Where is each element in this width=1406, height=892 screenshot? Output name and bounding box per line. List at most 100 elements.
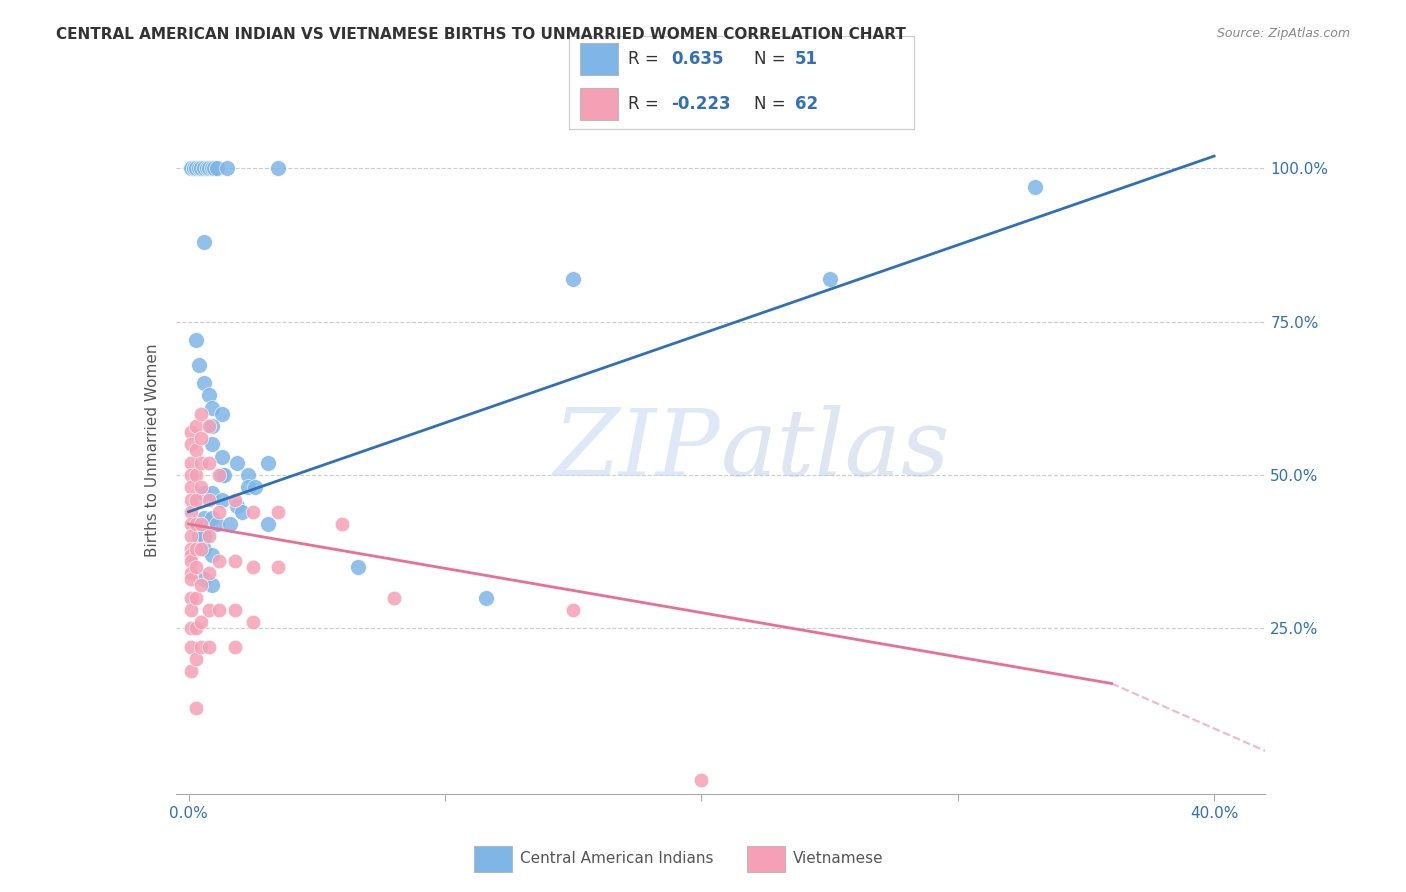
Point bbox=[201, 548, 224, 562]
Point bbox=[205, 161, 228, 176]
Point bbox=[690, 772, 713, 787]
Point bbox=[186, 591, 208, 605]
Point bbox=[190, 161, 212, 176]
Point bbox=[187, 161, 209, 176]
Point bbox=[190, 541, 212, 556]
Point bbox=[224, 640, 246, 654]
Point bbox=[180, 517, 202, 532]
Point bbox=[180, 541, 202, 556]
Point bbox=[193, 541, 215, 556]
Point bbox=[382, 591, 405, 605]
Text: Central American Indians: Central American Indians bbox=[520, 851, 713, 866]
Text: R =: R = bbox=[628, 50, 664, 68]
Bar bbox=[474, 846, 512, 872]
Point bbox=[180, 566, 202, 581]
Point bbox=[201, 419, 224, 434]
Point bbox=[201, 578, 224, 592]
Point bbox=[208, 467, 231, 482]
Point bbox=[180, 492, 202, 507]
Point bbox=[180, 505, 202, 519]
Point bbox=[562, 603, 585, 617]
Text: R =: R = bbox=[628, 95, 664, 113]
Point bbox=[201, 161, 224, 176]
Point bbox=[198, 388, 221, 402]
Point bbox=[198, 640, 221, 654]
Point bbox=[198, 529, 221, 543]
Point bbox=[226, 456, 249, 470]
Point bbox=[180, 548, 202, 562]
Point bbox=[1024, 179, 1046, 194]
Point bbox=[198, 161, 221, 176]
Point bbox=[208, 603, 231, 617]
Point bbox=[180, 161, 202, 176]
Point bbox=[242, 615, 264, 630]
Point bbox=[193, 529, 215, 543]
Point bbox=[231, 505, 253, 519]
Text: 51: 51 bbox=[794, 50, 818, 68]
Point bbox=[180, 572, 202, 586]
Point bbox=[180, 425, 202, 439]
Point bbox=[201, 486, 224, 500]
Point bbox=[211, 450, 233, 464]
Point bbox=[190, 578, 212, 592]
Point bbox=[208, 554, 231, 568]
Point bbox=[186, 701, 208, 715]
Point bbox=[198, 492, 221, 507]
Point bbox=[180, 640, 202, 654]
Point bbox=[218, 517, 240, 532]
Point bbox=[190, 407, 212, 421]
Point bbox=[180, 664, 202, 679]
Point bbox=[211, 492, 233, 507]
Point bbox=[180, 467, 202, 482]
Text: CENTRAL AMERICAN INDIAN VS VIETNAMESE BIRTHS TO UNMARRIED WOMEN CORRELATION CHAR: CENTRAL AMERICAN INDIAN VS VIETNAMESE BI… bbox=[56, 27, 905, 42]
Point bbox=[190, 480, 212, 494]
Point bbox=[180, 529, 202, 543]
Point bbox=[201, 401, 224, 415]
Point bbox=[186, 541, 208, 556]
Point bbox=[193, 161, 215, 176]
Point bbox=[190, 517, 212, 532]
Point bbox=[332, 517, 354, 532]
Point bbox=[187, 529, 209, 543]
Point bbox=[205, 517, 228, 532]
Text: ZIP: ZIP bbox=[554, 406, 721, 495]
Point bbox=[211, 467, 233, 482]
Bar bbox=[579, 43, 617, 75]
Point bbox=[180, 591, 202, 605]
Text: N =: N = bbox=[754, 50, 790, 68]
Point bbox=[186, 621, 208, 635]
Point bbox=[267, 560, 290, 574]
Text: Source: ZipAtlas.com: Source: ZipAtlas.com bbox=[1216, 27, 1350, 40]
Text: -0.223: -0.223 bbox=[671, 95, 731, 113]
Point bbox=[190, 640, 212, 654]
Point bbox=[346, 560, 368, 574]
Point bbox=[193, 486, 215, 500]
Point bbox=[224, 554, 246, 568]
Point bbox=[214, 467, 236, 482]
Point bbox=[186, 467, 208, 482]
Point bbox=[186, 652, 208, 666]
Point bbox=[186, 517, 208, 532]
Point bbox=[187, 358, 209, 372]
Point bbox=[186, 419, 208, 434]
Point bbox=[245, 480, 267, 494]
Point bbox=[180, 480, 202, 494]
Point bbox=[190, 615, 212, 630]
Point bbox=[186, 443, 208, 458]
Point bbox=[257, 456, 280, 470]
Text: N =: N = bbox=[754, 95, 790, 113]
Point bbox=[236, 480, 259, 494]
Point bbox=[186, 161, 208, 176]
Point bbox=[190, 431, 212, 445]
Point bbox=[215, 161, 238, 176]
Bar bbox=[748, 846, 786, 872]
Point bbox=[224, 492, 246, 507]
Point bbox=[190, 456, 212, 470]
Point bbox=[193, 235, 215, 249]
Point bbox=[183, 161, 205, 176]
Point bbox=[195, 161, 218, 176]
Point bbox=[818, 271, 841, 285]
Point bbox=[180, 621, 202, 635]
Point bbox=[562, 271, 585, 285]
Point bbox=[201, 511, 224, 525]
